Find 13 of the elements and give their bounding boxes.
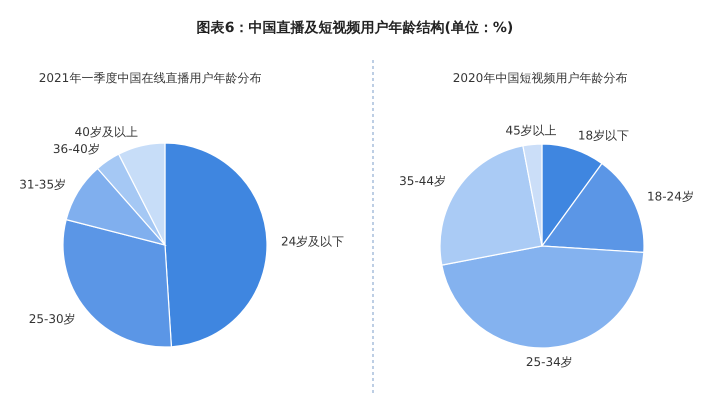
slice-label: 40岁及以上 (74, 125, 138, 140)
slice-label: 18-24岁 (646, 190, 694, 204)
slice-label: 25-34岁 (526, 354, 573, 369)
slice-label: 45岁以上 (505, 124, 557, 138)
slice-label: 35-44岁 (399, 174, 446, 188)
slice-label: 36-40岁 (52, 142, 100, 156)
chart-title: 图表6：中国直播及短视频用户年龄结构(单位：%) (196, 19, 514, 36)
chart-subtitle: 2021年一季度中国在线直播用户年龄分布 (38, 71, 262, 85)
slice-label: 25-30岁 (28, 312, 76, 326)
slice-label: 18岁以下 (578, 128, 630, 143)
chart-title: 2020年中国短视频用户年龄分布 (452, 71, 628, 85)
slice-label: 24岁及以下 (280, 234, 344, 248)
slice-label: 31-35岁 (19, 177, 66, 192)
